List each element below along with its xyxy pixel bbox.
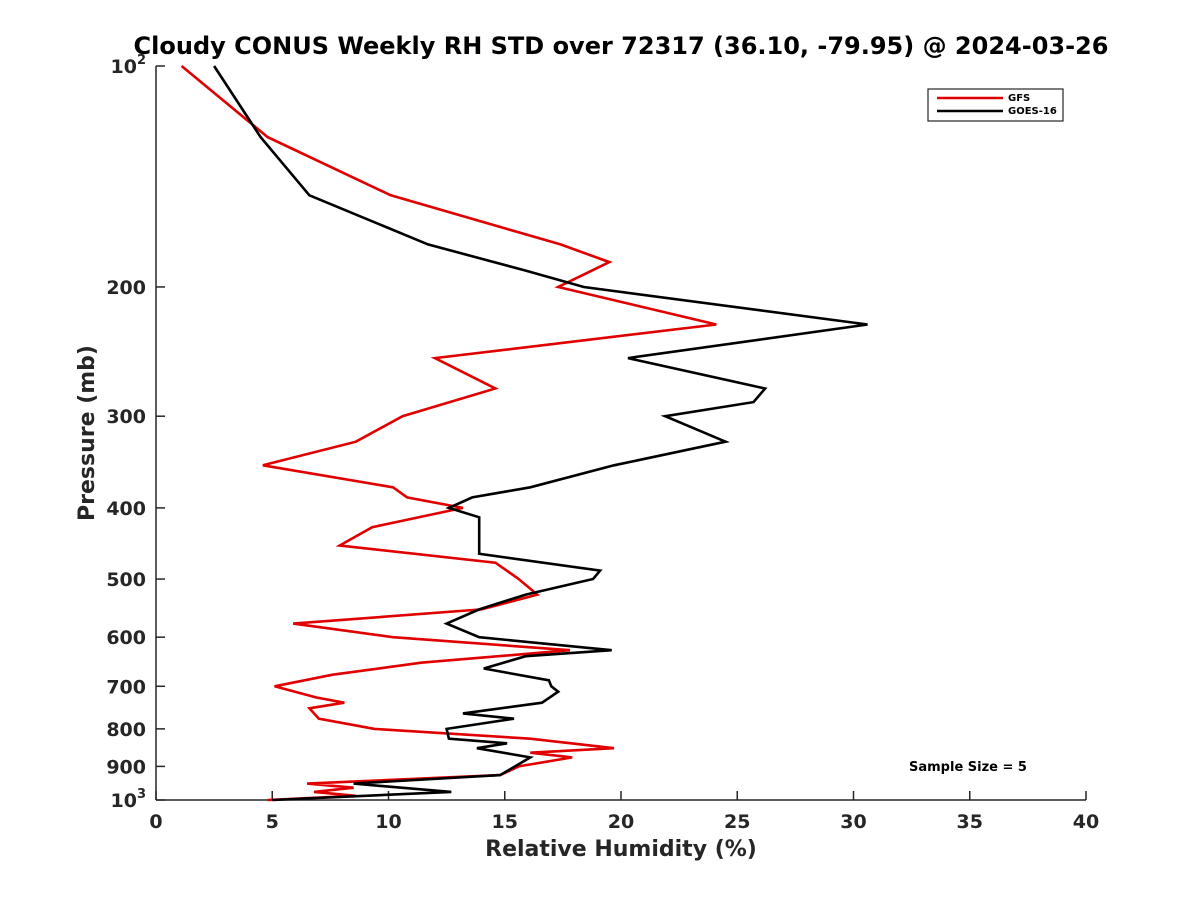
x-tick-label: 0 bbox=[149, 811, 162, 833]
y-tick-label: 600 bbox=[106, 627, 146, 649]
y-tick-label: 200 bbox=[106, 277, 146, 299]
y-tick-label: 102 bbox=[111, 53, 147, 78]
x-tick-label: 15 bbox=[492, 811, 518, 833]
sample-size-annotation: Sample Size = 5 bbox=[909, 760, 1027, 775]
x-axis-label: Relative Humidity (%) bbox=[485, 837, 757, 862]
x-axis-ticks: 0 5 10 15 20 25 30 35 40 bbox=[149, 791, 1099, 833]
x-tick-label: 20 bbox=[608, 811, 634, 833]
legend-label-goes16: GOES-16 bbox=[1008, 106, 1057, 117]
legend: GFS GOES-16 bbox=[927, 88, 1064, 122]
x-tick-label: 25 bbox=[724, 811, 750, 833]
series-lines bbox=[180, 64, 868, 802]
x-tick-label: 5 bbox=[266, 811, 279, 833]
y-tick-label: 300 bbox=[106, 406, 146, 428]
y-tick-label: 900 bbox=[106, 756, 146, 778]
y-tick-label: 800 bbox=[106, 719, 146, 741]
y-tick-base: 10 bbox=[111, 790, 137, 812]
y-tick-exponent: 2 bbox=[137, 53, 146, 68]
y-tick-label: 700 bbox=[106, 676, 146, 698]
plot-axes bbox=[155, 66, 1086, 801]
x-tick-label: 40 bbox=[1073, 811, 1099, 833]
x-tick-label: 10 bbox=[375, 811, 401, 833]
x-tick-label: 30 bbox=[840, 811, 866, 833]
series-line-gfs bbox=[180, 64, 717, 802]
y-tick-label: 103 bbox=[111, 787, 147, 812]
chart-title: Cloudy CONUS Weekly RH STD over 72317 (3… bbox=[134, 32, 1109, 60]
y-tick-base: 10 bbox=[111, 56, 137, 78]
y-tick-label: 400 bbox=[106, 498, 146, 520]
y-axis-label: Pressure (mb) bbox=[75, 345, 100, 521]
y-tick-label: 500 bbox=[106, 569, 146, 591]
legend-label-gfs: GFS bbox=[1008, 93, 1030, 104]
x-tick-label: 35 bbox=[957, 811, 983, 833]
legend-box bbox=[927, 88, 1064, 122]
y-tick-exponent: 3 bbox=[137, 787, 146, 802]
series-line-goes16 bbox=[213, 65, 868, 802]
